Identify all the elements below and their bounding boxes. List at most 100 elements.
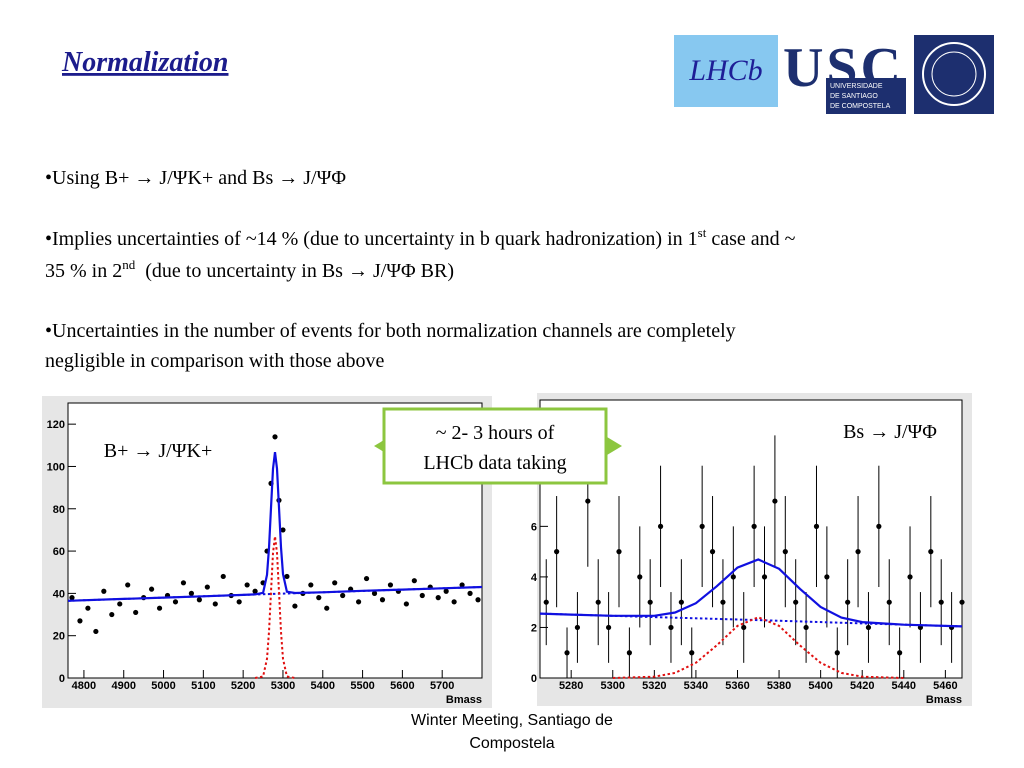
data-point — [761, 574, 768, 580]
data-point — [324, 605, 330, 611]
data-point — [741, 624, 747, 631]
data-point — [272, 434, 278, 440]
x-axis-label: Bmass — [926, 694, 962, 706]
data-point — [782, 549, 788, 555]
x-tick-label: 5360 — [725, 680, 749, 692]
data-point — [387, 582, 394, 588]
data-point — [220, 573, 226, 580]
data-point — [133, 609, 139, 616]
x-tick-label: 5420 — [850, 680, 874, 692]
data-point — [117, 601, 123, 607]
data-point — [793, 599, 799, 605]
data-point — [689, 650, 695, 656]
y-tick-label: 120 — [47, 419, 65, 431]
y-tick-label: 60 — [53, 546, 65, 558]
superscript: st — [698, 225, 707, 240]
data-point — [938, 599, 944, 605]
bullet: 35 % in 2nd (due to uncertainty in Bs → … — [45, 257, 454, 282]
data-point — [824, 574, 830, 580]
x-tick-label: 5300 — [601, 680, 625, 692]
data-point — [699, 523, 705, 529]
x-tick-label: 5500 — [350, 680, 374, 692]
bullet-text: •Implies uncertainties of ~14 % (due to … — [45, 228, 698, 250]
data-point — [371, 590, 378, 596]
x-tick-label: 5700 — [430, 680, 454, 692]
data-point — [340, 592, 346, 599]
data-point — [419, 592, 425, 599]
university-name: DE COMPOSTELA — [830, 103, 891, 110]
y-tick-label: 40 — [53, 588, 65, 600]
callout-text: ~ 2- 3 hours of — [436, 422, 555, 444]
bullet: •Uncertainties in the number of events f… — [45, 320, 736, 342]
data-point — [855, 549, 861, 555]
data-point — [188, 590, 195, 596]
seal-ring — [931, 51, 977, 97]
y-tick-label: 4 — [531, 572, 538, 584]
fit-curve — [539, 612, 963, 628]
chart-label: Bs → J/ΨΦ — [843, 421, 937, 443]
fit-curve — [254, 536, 296, 679]
footer: Winter Meeting, Santiago de — [411, 712, 613, 729]
data-point — [308, 582, 314, 588]
data-point — [69, 595, 75, 601]
data-point — [959, 599, 965, 605]
x-tick-label: 5300 — [271, 680, 295, 692]
y-tick-label: 80 — [53, 504, 65, 516]
usc-logo-band — [826, 78, 906, 114]
data-point — [803, 624, 809, 631]
fit-curve — [612, 616, 904, 679]
x-tick-label: 5460 — [933, 680, 957, 692]
callout-box — [382, 407, 608, 485]
data-point — [125, 582, 131, 588]
y-tick-label: 2 — [531, 622, 537, 634]
x-tick-label: 5280 — [559, 680, 583, 692]
data-point — [459, 582, 465, 588]
data-point — [668, 624, 674, 631]
data-point — [865, 624, 872, 631]
data-point — [554, 549, 560, 555]
x-tick-label: 5400 — [808, 680, 832, 692]
y-tick-label: 0 — [531, 673, 537, 685]
slide-title: Normalization — [61, 47, 228, 78]
data-point — [876, 523, 882, 529]
bullet-text: case and ~ — [706, 228, 795, 250]
y-tick-label: 100 — [47, 461, 65, 473]
lhcb-logo — [674, 35, 778, 107]
data-point — [709, 549, 716, 555]
data-point — [236, 599, 242, 605]
bullet-text: (due to uncertainty in Bs → J/ΨΦ BR) — [135, 260, 454, 282]
data-point — [332, 580, 338, 586]
chart-label-box — [820, 414, 960, 448]
data-point — [77, 618, 83, 624]
data-point — [647, 599, 653, 605]
data-point — [451, 599, 457, 605]
x-tick-label: 4900 — [111, 680, 135, 692]
x-tick-label: 5380 — [767, 680, 791, 692]
x-tick-label: 5340 — [684, 680, 708, 692]
seal-ring — [922, 42, 986, 106]
data-point — [180, 580, 187, 586]
data-point — [148, 586, 155, 592]
data-point — [897, 650, 903, 656]
data-point — [411, 578, 417, 584]
data-point — [363, 575, 370, 582]
chart: 5280 5300 5320 5340 5360 5380 5400 5420 5440 5460… — [525, 393, 972, 706]
data-point — [284, 573, 290, 580]
chart-label: B+ → J/ΨK+ — [104, 440, 212, 462]
data-point — [543, 599, 549, 605]
footer: Compostela — [469, 735, 554, 752]
lhcb-logo-text: LHCb — [688, 54, 762, 87]
data-point — [244, 582, 250, 588]
bullet-text: 35 % in 2 — [45, 260, 122, 282]
data-point — [355, 599, 362, 605]
data-point — [574, 624, 581, 631]
bullet: •Implies uncertainties of ~14 % (due to … — [45, 225, 796, 250]
x-tick-label: 5600 — [390, 680, 414, 692]
data-point — [93, 628, 99, 635]
seal-logo — [914, 35, 994, 114]
data-point — [637, 574, 643, 580]
data-point — [813, 523, 820, 529]
data-point — [678, 599, 684, 605]
data-point — [316, 595, 322, 601]
